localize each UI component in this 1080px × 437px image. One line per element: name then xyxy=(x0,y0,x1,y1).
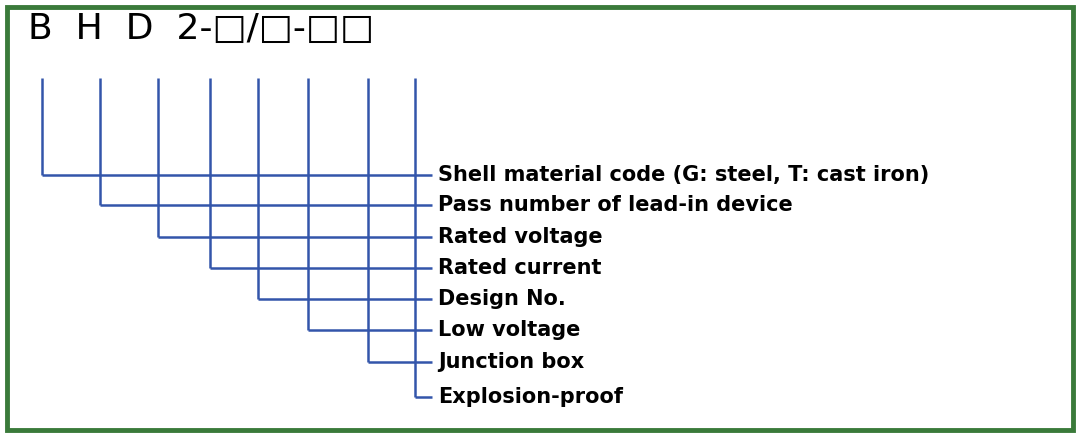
Text: Explosion-proof: Explosion-proof xyxy=(438,387,623,407)
Text: Junction box: Junction box xyxy=(438,352,584,372)
Text: Pass number of lead-in device: Pass number of lead-in device xyxy=(438,195,793,215)
Text: Rated current: Rated current xyxy=(438,258,602,278)
Text: Design No.: Design No. xyxy=(438,289,566,309)
Text: B  H  D  2-□/□-□□: B H D 2-□/□-□□ xyxy=(28,12,374,46)
Text: Rated voltage: Rated voltage xyxy=(438,227,603,247)
Text: Shell material code (G: steel, T: cast iron): Shell material code (G: steel, T: cast i… xyxy=(438,165,929,185)
Text: Low voltage: Low voltage xyxy=(438,320,580,340)
